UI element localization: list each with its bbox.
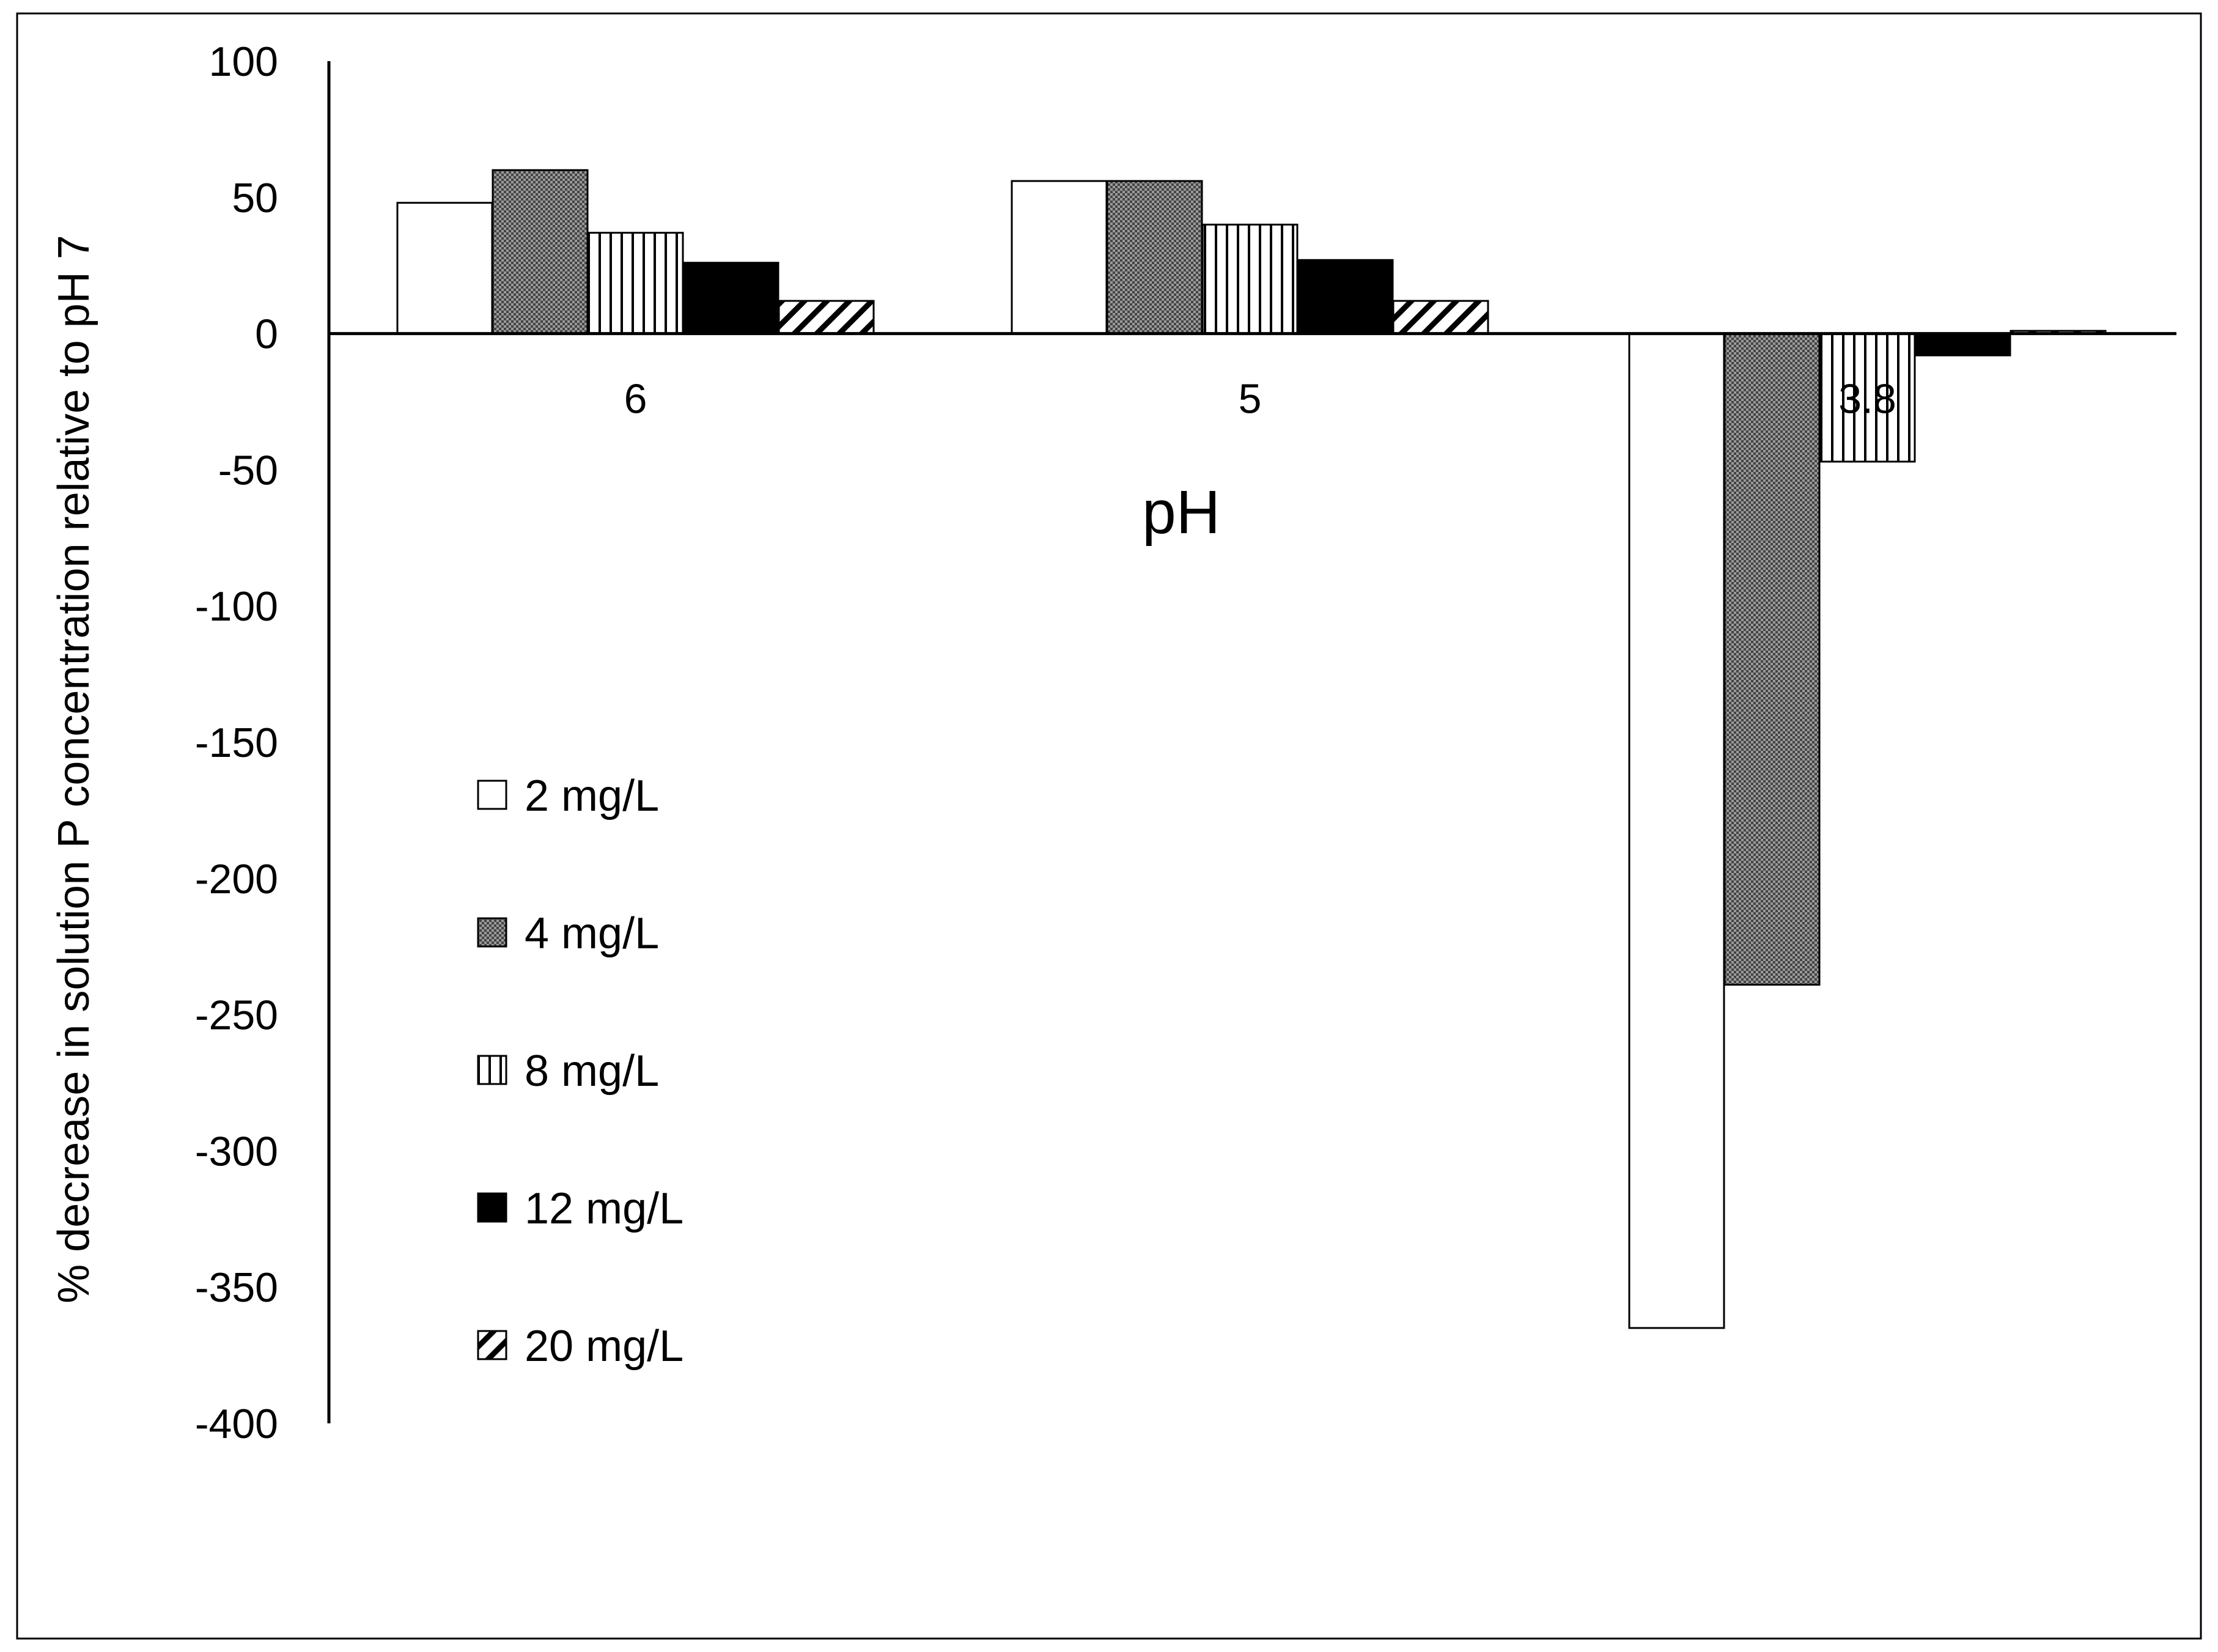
legend-swatch <box>477 1055 507 1085</box>
bar-20-mg-l-ph-6 <box>778 300 875 335</box>
bar-20-mg-l-ph-5 <box>1392 300 1489 335</box>
y-tick-label: -50 <box>218 447 278 493</box>
legend-label: 20 mg/L <box>525 1322 683 1371</box>
legend-item-12-mg-l: 12 mg/L <box>477 1184 683 1233</box>
legend: 2 mg/L 4 mg/L 8 mg/L 12 mg/L 20 mg/L <box>477 772 683 1371</box>
bar-8-mg-l-ph-6 <box>587 232 684 335</box>
x-category-label: 5 <box>1239 376 1262 422</box>
bar-12-mg-l-ph-5 <box>1297 259 1394 335</box>
legend-label: 12 mg/L <box>525 1184 683 1233</box>
y-tick-label: -150 <box>195 720 278 766</box>
legend-label: 2 mg/L <box>525 772 659 820</box>
legend-item-2-mg-l: 2 mg/L <box>477 772 659 820</box>
bar-2-mg-l-ph-6 <box>396 202 493 335</box>
legend-swatch <box>477 1330 507 1360</box>
legend-item-8-mg-l: 8 mg/L <box>477 1047 659 1096</box>
axes-layer <box>327 61 2176 1423</box>
bar-8-mg-l-ph-5 <box>1201 223 1299 335</box>
bar-2-mg-l-ph-3-8 <box>1628 333 1725 1329</box>
y-axis-title: % decrease in solution P concentration r… <box>50 235 98 1304</box>
bar-4-mg-l-ph-3-8 <box>1723 333 1821 986</box>
legend-swatch <box>477 780 507 810</box>
y-tick-label: 0 <box>255 311 278 358</box>
bar-12-mg-l-ph-3-8 <box>1914 333 2011 356</box>
x-category-label: 3.8 <box>1838 376 1896 422</box>
y-tick-label: -350 <box>195 1264 278 1311</box>
bar-12-mg-l-ph-6 <box>682 262 779 335</box>
legend-label: 4 mg/L <box>525 909 659 958</box>
y-tick-label: -200 <box>195 856 278 902</box>
bar-4-mg-l-ph-5 <box>1106 180 1203 335</box>
y-tick-label: -100 <box>195 583 278 630</box>
bar-2-mg-l-ph-5 <box>1011 180 1108 335</box>
legend-label: 8 mg/L <box>525 1047 659 1096</box>
bars-layer <box>396 169 2107 1329</box>
y-tick-label: -300 <box>195 1128 278 1174</box>
y-tick-label: 50 <box>232 175 278 221</box>
legend-item-4-mg-l: 4 mg/L <box>477 909 659 958</box>
y-tick-label: -400 <box>195 1401 278 1447</box>
bar-4-mg-l-ph-6 <box>492 169 589 335</box>
labels-layer: 100 50 0 -50 -100 -150 -200 -250 -300 -350 -400 6 5 3… <box>195 39 1896 1447</box>
figure-border <box>16 12 2202 1640</box>
y-tick-label: 100 <box>209 39 278 85</box>
x-category-label: 6 <box>624 376 647 422</box>
legend-swatch <box>477 917 507 948</box>
x-axis-title: pH <box>1142 478 1220 547</box>
legend-item-20-mg-l: 20 mg/L <box>477 1322 683 1371</box>
legend-swatch <box>477 1192 507 1223</box>
y-tick-label: -250 <box>195 992 278 1039</box>
